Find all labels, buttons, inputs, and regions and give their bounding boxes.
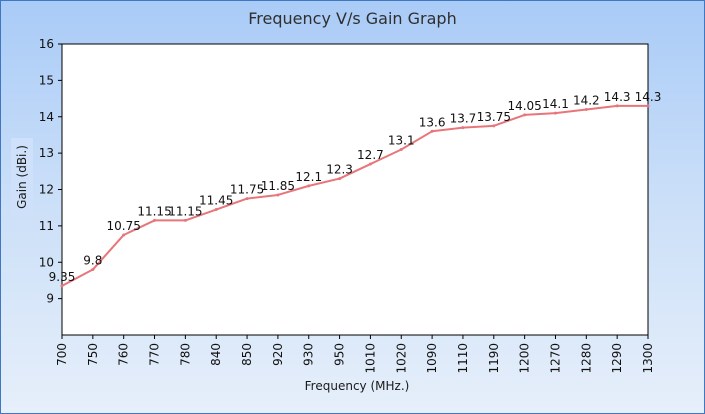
data-label: 11.45 [199,194,233,208]
data-point [492,124,496,128]
data-point [214,208,218,212]
y-tick-label: 15 [39,73,54,87]
data-label: 9.35 [49,270,76,284]
data-label: 14.1 [542,97,569,111]
data-point [646,104,650,108]
data-label: 13.1 [388,133,415,147]
data-label: 14.2 [573,93,600,107]
x-tick-label: 920 [271,343,285,366]
y-tick-label: 11 [39,219,54,233]
x-tick-label: 1090 [425,343,439,374]
x-tick-label: 1280 [579,343,593,374]
data-point [615,104,619,108]
x-tick-label: 850 [240,343,254,366]
data-point [584,107,588,111]
x-tick-label: 1300 [641,343,655,374]
data-point [276,193,280,197]
data-label: 13.7 [450,112,477,126]
x-tick-label: 1190 [487,343,501,374]
plot-area [61,43,649,336]
x-tick-label: 930 [302,343,316,366]
data-point [91,268,95,272]
data-label: 13.6 [419,115,446,129]
y-tick-label: 10 [39,255,54,269]
data-label: 10.75 [107,219,141,233]
data-point [245,197,249,201]
data-label: 9.8 [83,254,102,268]
y-tick-label: 16 [39,37,54,51]
chart-title: Frequency V/s Gain Graph [248,9,457,28]
data-label: 11.75 [230,183,264,197]
data-point [430,129,434,133]
x-tick-label: 750 [86,343,100,366]
data-label: 13.75 [477,110,511,124]
x-tick-label: 760 [117,343,131,366]
x-tick-label: 1010 [363,343,377,374]
data-point [338,177,342,181]
x-axis-ticks: 700 750 760 770 780 840 850 920 930 950 1010 1020 10… [55,335,655,374]
x-axis-label: Frequency (MHz.) [304,379,410,393]
y-tick-label: 13 [39,146,54,160]
y-tick-label: 12 [39,183,54,197]
data-point [523,113,527,117]
data-labels: 9.359.810.7511.1511.1511.4511.7511.8512.… [49,90,662,284]
data-point [553,111,557,115]
x-tick-label: 700 [55,343,69,366]
data-label: 12.1 [295,170,322,184]
data-point [122,233,126,237]
data-label: 11.85 [261,179,295,193]
x-tick-label: 840 [209,343,223,366]
data-point [307,184,311,188]
x-tick-label: 1270 [548,343,562,374]
data-label: 14.05 [507,99,541,113]
data-label: 11.15 [137,204,171,218]
x-tick-label: 1290 [610,343,624,374]
data-point [153,218,157,222]
x-tick-label: 1020 [394,343,408,374]
data-label: 12.7 [357,148,384,162]
series-line [61,104,648,287]
data-point [60,284,64,288]
x-tick-label: 1110 [456,343,470,374]
data-label: 12.3 [326,163,353,177]
data-label: 14.3 [604,90,631,104]
y-axis-label-box [11,138,33,216]
data-point [368,162,372,166]
series-layer [60,104,650,288]
data-point [183,218,187,222]
data-label: 11.15 [168,204,202,218]
x-tick-label: 780 [178,343,192,366]
y-axis-ticks: 9 10 11 12 13 14 15 16 [39,37,62,306]
y-tick-label: 14 [39,110,54,124]
data-point [461,126,465,130]
data-label: 14.3 [635,90,662,104]
x-tick-label: 950 [333,343,347,366]
data-point [399,147,403,151]
x-tick-label: 1200 [518,343,532,374]
x-tick-label: 770 [148,343,162,366]
y-tick-label: 9 [46,292,54,306]
